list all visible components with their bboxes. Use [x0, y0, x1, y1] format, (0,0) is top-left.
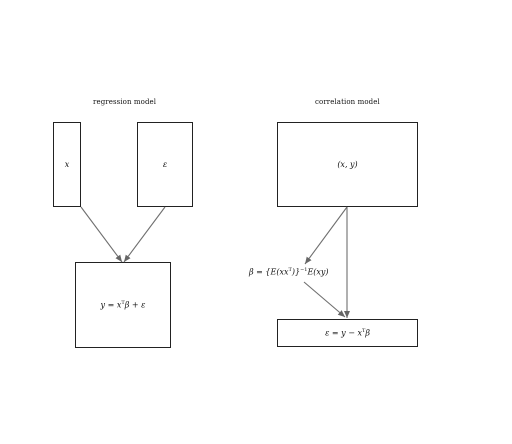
correlation-model-title: correlation model: [315, 98, 380, 106]
arrow-xy-to-estimator: [304, 206, 348, 265]
residual-equation: ε = y − xTβ: [325, 328, 370, 338]
joint-xy-box: (x, y): [277, 122, 418, 207]
joint-xy-label: (x, y): [337, 160, 358, 169]
regressor-x-label: x: [64, 160, 70, 169]
regressor-x-box: x: [53, 122, 81, 207]
regression-equation: y = xTβ + ε: [100, 300, 146, 310]
residual-equation-box: ε = y − xTβ: [277, 319, 418, 347]
arrow-epsilon-to-equation: [123, 206, 166, 263]
error-epsilon-label: ε: [162, 160, 168, 169]
arrow-x-to-equation: [80, 206, 123, 263]
regression-model-title: regression model: [93, 98, 157, 106]
error-epsilon-box: ε: [137, 122, 193, 207]
beta-estimator-formula: β = {E(xxT)}−1E(xy): [249, 267, 329, 277]
regression-equation-box: y = xTβ + ε: [75, 262, 171, 348]
arrow-estimator-to-residual: [303, 281, 346, 318]
